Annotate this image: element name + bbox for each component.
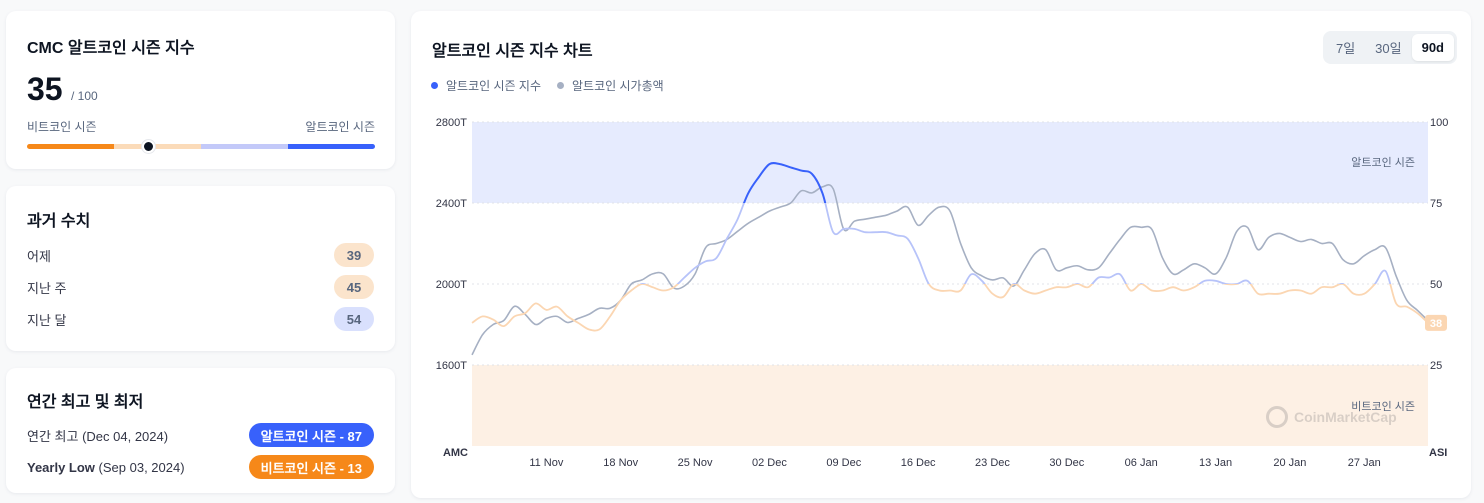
x-tick-label: 25 Nov xyxy=(678,457,713,469)
chart-legend: 알트코인 시즌 지수 알트코인 시가총액 xyxy=(431,77,664,94)
yearly-low-row: Yearly Low (Sep 03, 2024) 비트코인 시즌 - 13 xyxy=(27,455,374,479)
index-value: 35 xyxy=(27,71,63,107)
x-tick-label: 11 Nov xyxy=(529,457,564,469)
bitcoin-season-band xyxy=(472,365,1428,446)
x-tick-label: 30 Dec xyxy=(1049,457,1084,469)
coinmarketcap-logo-icon xyxy=(1266,406,1288,428)
range-7d-button[interactable]: 7일 xyxy=(1335,41,1356,56)
yearly-high-text: 연간 최고 xyxy=(27,428,79,444)
yearly-low-label: Yearly Low (Sep 03, 2024) xyxy=(27,460,185,475)
watermark-text: CoinMarketCap xyxy=(1294,409,1397,425)
history-row-label: 지난 달 xyxy=(27,312,67,328)
y-left-axis-label: AMC xyxy=(443,447,468,459)
x-tick-label: 20 Jan xyxy=(1273,457,1306,469)
history-card-title: 과거 수치 xyxy=(27,213,91,230)
history-row-yesterday: 어제 39 xyxy=(27,243,374,267)
yearly-high-date: (Dec 04, 2024) xyxy=(82,428,169,444)
legend-item-index[interactable]: 알트코인 시즌 지수 xyxy=(431,77,541,94)
y-left-tick-label: 2000T xyxy=(436,279,467,291)
bitcoin-season-low-tag: 비트코인 시즌 - 13 xyxy=(248,455,374,479)
range-toggle: 7일 30일 90d xyxy=(1322,31,1457,64)
history-card: 과거 수치 어제 39 지난 주 45 지난 달 54 xyxy=(6,186,395,351)
scale-segment-alt-light xyxy=(201,144,288,149)
scale-segment-alt xyxy=(288,144,375,149)
range-30d-button[interactable]: 30일 xyxy=(1375,41,1402,56)
yearly-card: 연간 최고 및 최저 연간 최고 (Dec 04, 2024) 알트코인 시즌 … xyxy=(6,368,395,493)
x-tick-label: 09 Dec xyxy=(826,457,861,469)
history-value-badge: 45 xyxy=(334,275,374,299)
scale-segment-btc-light xyxy=(114,144,201,149)
history-row-label: 지난 주 xyxy=(27,280,67,296)
range-90d-button[interactable]: 90d xyxy=(1411,34,1454,61)
y-right-tick-label: 50 xyxy=(1430,279,1442,291)
current-value-label: 38 xyxy=(1430,318,1442,330)
legend-dot-icon xyxy=(557,82,564,89)
history-value-badge: 39 xyxy=(334,243,374,267)
bitcoin-season-label: 비트코인 시즌 xyxy=(27,120,97,134)
y-left-tick-label: 1600T xyxy=(436,360,467,372)
x-tick-label: 23 Dec xyxy=(975,457,1010,469)
yearly-card-title: 연간 최고 및 최저 xyxy=(27,394,144,411)
history-row-last-week: 지난 주 45 xyxy=(27,275,374,299)
coinmarketcap-watermark: CoinMarketCap xyxy=(1266,406,1397,428)
x-tick-label: 02 Dec xyxy=(752,457,787,469)
altcoin-season-label: 알트코인 시즌 xyxy=(305,120,375,134)
series-line-altcoin-market-cap xyxy=(471,184,1429,356)
altcoin-season-high-tag: 알트코인 시즌 - 87 xyxy=(248,423,374,447)
season-scale-bar xyxy=(27,144,375,149)
history-row-last-month: 지난 달 54 xyxy=(27,307,374,331)
index-card-title: CMC 알트코인 시즌 지수 xyxy=(27,40,195,57)
scale-segment-btc xyxy=(27,144,114,149)
history-row-label: 어제 xyxy=(27,248,51,264)
yearly-low-date: (Sep 03, 2024) xyxy=(98,459,185,475)
current-value-badge xyxy=(1425,314,1447,331)
x-tick-label: 13 Jan xyxy=(1199,457,1232,469)
x-tick-label: 16 Dec xyxy=(901,457,936,469)
y-right-tick-label: 75 xyxy=(1430,198,1442,210)
x-tick-label: 27 Jan xyxy=(1348,457,1381,469)
index-total: / 100 xyxy=(71,89,98,103)
altcoin-season-band-label: 알트코인 시즌 xyxy=(1351,155,1415,169)
y-left-tick-label: 2800T xyxy=(436,117,467,129)
yearly-high-row: 연간 최고 (Dec 04, 2024) 알트코인 시즌 - 87 xyxy=(27,423,374,447)
scale-indicator-knob xyxy=(142,140,156,153)
altcoin-season-band xyxy=(472,122,1428,203)
yearly-high-label: 연간 최고 (Dec 04, 2024) xyxy=(27,426,168,445)
x-tick-label: 18 Nov xyxy=(603,457,638,469)
history-value-badge: 54 xyxy=(334,307,374,331)
legend-label: 알트코인 시가총액 xyxy=(572,79,664,93)
legend-dot-icon xyxy=(431,82,438,89)
y-right-axis-label: ASI xyxy=(1429,447,1447,459)
bitcoin-season-band-label: 비트코인 시즌 xyxy=(1351,400,1415,413)
index-card: CMC 알트코인 시즌 지수 35 / 100 비트코인 시즌 알트코인 시즌 xyxy=(6,11,395,169)
legend-label: 알트코인 시즌 지수 xyxy=(446,79,541,93)
y-left-tick-label: 2400T xyxy=(436,198,467,210)
legend-item-marketcap[interactable]: 알트코인 시가총액 xyxy=(557,77,664,94)
series-line-index-btc-zone xyxy=(471,284,1429,332)
chart-title: 알트코인 시즌 지수 차트 xyxy=(432,43,593,60)
yearly-low-text: Yearly Low xyxy=(27,459,95,475)
y-right-tick-label: 25 xyxy=(1430,360,1442,372)
x-tick-label: 06 Jan xyxy=(1125,457,1158,469)
y-right-tick-label: 100 xyxy=(1430,117,1448,129)
